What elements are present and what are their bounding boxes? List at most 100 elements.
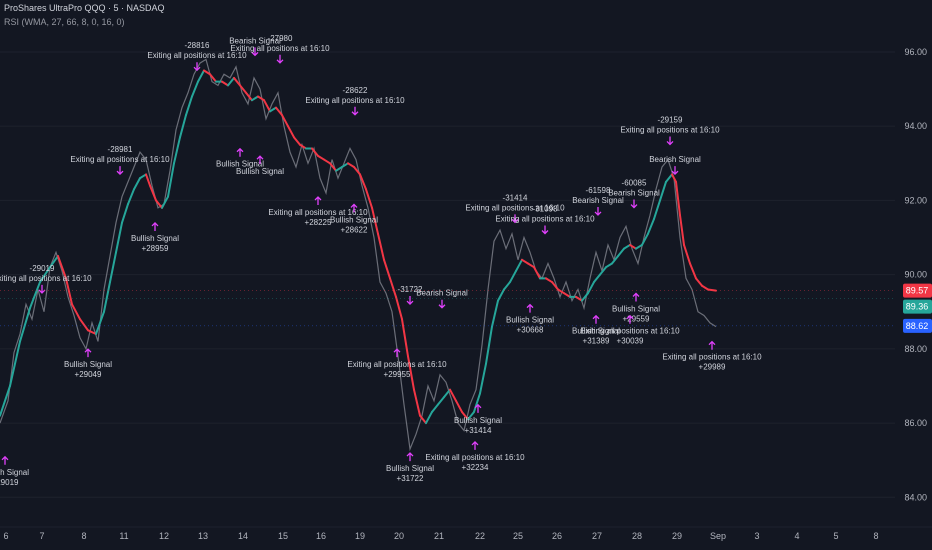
wma-segment [115,221,123,254]
signal-text: Bearish Signal [416,289,468,298]
signal-label: Bullish Signal+31389 [572,314,620,346]
price-axis[interactable]: 96.00 94.00 92.00 90.00 88.00 86.00 84.00 [904,47,927,502]
wma-segment [221,80,229,87]
x-tick-label: 13 [198,531,208,541]
signal-label: Bullish Signal [236,155,284,176]
buy-arrow-icon [393,348,401,358]
signal-label: Bearish Signal [229,36,281,57]
sell-arrow-icon [116,166,124,176]
wma-segment [359,173,367,191]
signal-text: Bullish Signal [506,316,554,325]
wma-series [0,69,717,425]
signal-label: Exiting all positions at 16:10+32234 [425,441,525,472]
sell-arrow-icon [351,106,359,116]
wma-segment [95,310,105,336]
wma-segment [557,288,565,295]
signal-text: -61598 [586,186,611,195]
buy-arrow-icon [474,403,482,413]
wma-segment [121,203,129,224]
wma-segment [689,262,697,280]
wma-segment [0,384,11,417]
signal-text: Bullish Signal [131,234,179,243]
x-tick-label: 27 [592,531,602,541]
wma-segment [317,154,325,161]
wma-segment [251,95,259,102]
wma-segment [473,392,481,413]
x-tick-label: 19 [355,531,365,541]
wma-segment [635,243,643,250]
wma-segment [395,295,403,321]
x-tick-label: 11 [119,531,128,541]
signal-text: Exiting all positions at 16:10 [230,44,330,53]
wma-segment [57,255,67,280]
wma-segment [641,232,649,246]
x-tick-label: 26 [552,531,562,541]
x-tick-label: 29 [672,531,682,541]
wma-segment [437,396,445,406]
signal-text: Bullish Signal [330,215,378,224]
wma-segment [455,399,463,413]
signal-label: Bullish Signal+29049 [64,348,112,379]
signal-text: Exiting all positions at 16:10 [580,327,680,336]
sell-arrow-icon [38,284,46,294]
wma-segment [353,166,361,176]
x-tick-label: Sep [710,531,726,541]
wma-segment [149,184,157,202]
indicator-title[interactable]: RSI (WMA, 27, 66, 8, 0, 16, 0) [4,17,125,27]
wma-segment [155,199,163,209]
wma-segment [425,410,433,425]
x-tick-label: 8 [81,531,86,541]
signal-text: Bullish Signal [386,464,434,473]
wma-segment [167,162,175,198]
signal-text: Exiting all positions at 16:10 [347,360,447,369]
signal-label: Bullish Signal+29559 [612,292,660,323]
wma-segment [103,281,111,313]
x-tick-label: 12 [159,531,169,541]
wma-segment [617,247,625,258]
signal-text: +29989 [699,363,726,372]
signal-text: Exiting all positions at 16:10 [495,215,595,224]
signal-label: Bearish Signal [649,155,701,176]
grid-lines [0,51,932,528]
wma-segment [629,243,637,250]
signal-text: -29159 [658,115,683,124]
signal-text: Bullish Signal [572,327,620,336]
wma-segment [563,292,571,298]
sell-arrow-icon [406,296,414,305]
signal-text: -27980 [268,34,293,43]
wma-segment [479,362,487,395]
y-tick-label: 88.00 [904,344,927,354]
wma-segment [133,177,141,191]
price-badge: 89.57 [0,283,932,298]
wma-segment [383,258,391,280]
wma-segment [65,277,73,306]
wma-segment [575,295,583,302]
wma-segment [145,173,151,187]
signal-label: Bearish Signal [416,289,468,309]
sell-arrow-icon [276,54,284,64]
wma-segment [413,388,421,417]
signal-text: -28816 [185,41,210,50]
wma-segment [485,325,493,365]
signal-text: Exiting all positions at 16:10 [70,155,170,164]
signal-label: Exiting all positions at 16:10+30039 [580,314,680,346]
symbol-title[interactable]: ProShares UltraPro QQQ · 5 · NASDAQ [4,3,165,13]
signal-text: +29019 [0,478,19,487]
x-tick-label: 5 [833,531,838,541]
wma-segment [683,243,691,265]
signal-text: +30668 [517,326,544,335]
signal-text: Bearish Signal [572,196,624,205]
signal-text: +31722 [397,474,424,483]
wma-segment [701,284,709,291]
signal-text: Bullish Signal [236,167,284,176]
x-tick-label: 4 [794,531,799,541]
price-series [0,58,717,452]
signal-text: -31722 [398,285,423,294]
signal-label: Exiting all positions at 16:10+29955 [347,348,447,379]
wma-segment [467,410,475,421]
time-axis[interactable]: 6 7 8 11 12 13 14 15 16 19 20 21 22 25 26 27 28 29 Sep 3 4 5 8 [3,531,878,541]
wma-segment [647,217,655,235]
